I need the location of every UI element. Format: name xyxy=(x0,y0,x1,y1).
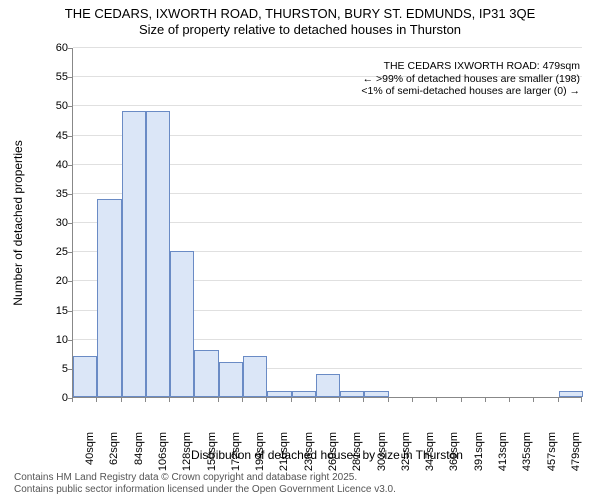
x-tick-label: 84sqm xyxy=(133,432,145,478)
x-tick-mark xyxy=(436,398,437,402)
chart-title: THE CEDARS, IXWORTH ROAD, THURSTON, BURY… xyxy=(0,6,600,39)
title-line2: Size of property relative to detached ho… xyxy=(0,22,600,38)
x-tick-label: 106sqm xyxy=(157,432,169,478)
y-tick-mark xyxy=(68,340,72,341)
annotation-line1: THE CEDARS IXWORTH ROAD: 479sqm xyxy=(361,60,580,73)
x-tick-mark xyxy=(169,398,170,402)
footer-line2: Contains public sector information licen… xyxy=(14,484,396,496)
x-tick-label: 62sqm xyxy=(108,432,120,478)
annotation-line3: <1% of semi-detached houses are larger (… xyxy=(361,85,580,98)
histogram-bar xyxy=(122,111,146,397)
x-tick-label: 347sqm xyxy=(424,432,436,478)
x-tick-label: 325sqm xyxy=(400,432,412,478)
annotation-line2: ← >99% of detached houses are smaller (1… xyxy=(361,73,580,86)
histogram-bar xyxy=(559,391,583,397)
callout-annotation: THE CEDARS IXWORTH ROAD: 479sqm ← >99% o… xyxy=(361,60,580,98)
y-tick-mark xyxy=(68,281,72,282)
x-tick-label: 260sqm xyxy=(327,432,339,478)
histogram-bar xyxy=(243,356,267,397)
histogram-bar xyxy=(146,111,170,397)
histogram-bar xyxy=(364,391,388,397)
x-tick-label: 413sqm xyxy=(497,432,509,478)
x-tick-label: 238sqm xyxy=(303,432,315,478)
x-tick-label: 457sqm xyxy=(546,432,558,478)
y-tick-mark xyxy=(68,48,72,49)
y-tick-label: 5 xyxy=(38,363,68,375)
y-tick-label: 55 xyxy=(38,71,68,83)
histogram-bar xyxy=(97,199,121,397)
x-tick-mark xyxy=(558,398,559,402)
x-tick-label: 128sqm xyxy=(181,432,193,478)
x-tick-label: 369sqm xyxy=(448,432,460,478)
y-tick-label: 0 xyxy=(38,392,68,404)
y-tick-mark xyxy=(68,165,72,166)
histogram-bar xyxy=(170,251,194,397)
x-tick-mark xyxy=(461,398,462,402)
x-tick-mark xyxy=(291,398,292,402)
x-tick-mark xyxy=(388,398,389,402)
x-tick-label: 303sqm xyxy=(376,432,388,478)
x-tick-mark xyxy=(121,398,122,402)
x-tick-mark xyxy=(145,398,146,402)
x-tick-label: 479sqm xyxy=(570,432,582,478)
y-tick-mark xyxy=(68,223,72,224)
x-tick-mark xyxy=(242,398,243,402)
x-tick-mark xyxy=(315,398,316,402)
y-tick-label: 45 xyxy=(38,130,68,142)
y-tick-label: 25 xyxy=(38,246,68,258)
x-tick-mark xyxy=(485,398,486,402)
histogram-bar xyxy=(194,350,218,397)
y-tick-mark xyxy=(68,136,72,137)
x-tick-mark xyxy=(96,398,97,402)
x-tick-label: 435sqm xyxy=(521,432,533,478)
histogram-bar xyxy=(267,391,291,397)
x-tick-label: 150sqm xyxy=(206,432,218,478)
y-tick-label: 40 xyxy=(38,159,68,171)
y-tick-mark xyxy=(68,311,72,312)
x-tick-label: 194sqm xyxy=(254,432,266,478)
y-tick-mark xyxy=(68,252,72,253)
y-tick-mark xyxy=(68,106,72,107)
x-tick-label: 391sqm xyxy=(473,432,485,478)
y-tick-label: 10 xyxy=(38,334,68,346)
x-tick-mark xyxy=(266,398,267,402)
y-axis-label: Number of detached properties xyxy=(11,140,25,305)
y-tick-label: 30 xyxy=(38,217,68,229)
y-tick-label: 20 xyxy=(38,275,68,287)
plot-area xyxy=(72,48,582,398)
x-tick-mark xyxy=(193,398,194,402)
x-tick-label: 216sqm xyxy=(278,432,290,478)
x-tick-mark xyxy=(218,398,219,402)
gridline xyxy=(73,105,582,106)
gridline xyxy=(73,47,582,48)
y-tick-mark xyxy=(68,194,72,195)
x-tick-mark xyxy=(533,398,534,402)
x-tick-label: 40sqm xyxy=(84,432,96,478)
y-tick-label: 60 xyxy=(38,42,68,54)
x-tick-mark xyxy=(412,398,413,402)
y-tick-label: 50 xyxy=(38,100,68,112)
x-tick-mark xyxy=(363,398,364,402)
y-tick-mark xyxy=(68,77,72,78)
histogram-bar xyxy=(219,362,243,397)
histogram-bar xyxy=(340,391,364,397)
y-tick-label: 35 xyxy=(38,188,68,200)
x-tick-mark xyxy=(509,398,510,402)
x-tick-mark xyxy=(581,398,582,402)
x-tick-label: 172sqm xyxy=(230,432,242,478)
histogram-bar xyxy=(292,391,316,397)
x-tick-mark xyxy=(72,398,73,402)
y-tick-mark xyxy=(68,369,72,370)
x-tick-mark xyxy=(339,398,340,402)
title-line1: THE CEDARS, IXWORTH ROAD, THURSTON, BURY… xyxy=(0,6,600,22)
y-tick-label: 15 xyxy=(38,305,68,317)
x-tick-label: 281sqm xyxy=(351,432,363,478)
histogram-bar xyxy=(73,356,97,397)
histogram-bar xyxy=(316,374,340,397)
